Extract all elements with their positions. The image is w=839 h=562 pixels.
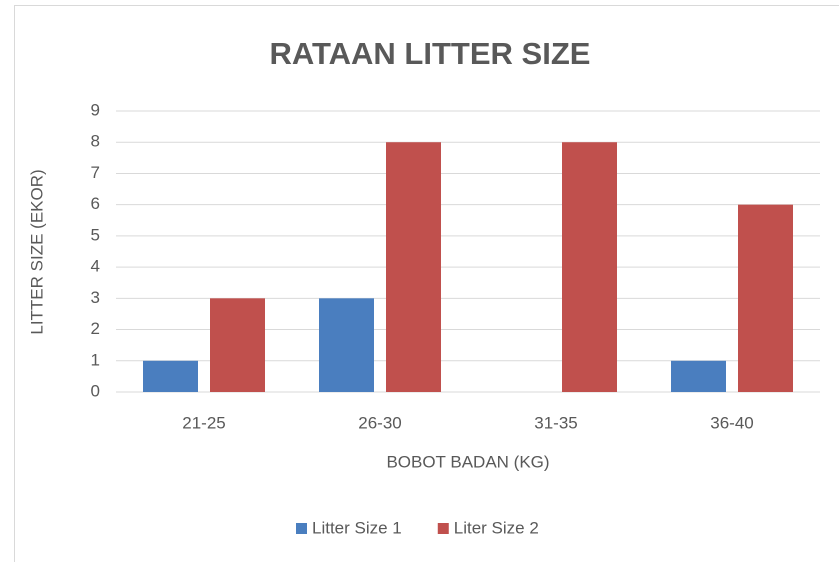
y-tick-label: 6 bbox=[91, 194, 100, 213]
y-axis-label: LITTER SIZE (EKOR) bbox=[27, 169, 46, 334]
legend-label: Litter Size 1 bbox=[312, 518, 402, 537]
y-tick-label: 0 bbox=[91, 381, 100, 400]
x-tick-label: 26-30 bbox=[358, 413, 401, 432]
bar bbox=[210, 298, 265, 392]
bar bbox=[562, 142, 617, 392]
y-tick-label: 4 bbox=[91, 257, 100, 276]
y-tick-label: 8 bbox=[91, 132, 100, 151]
x-tick-label: 31-35 bbox=[534, 413, 577, 432]
x-tick-label: 21-25 bbox=[182, 413, 225, 432]
y-tick-label: 1 bbox=[91, 350, 100, 369]
bar bbox=[738, 204, 793, 392]
x-tick-label: 36-40 bbox=[710, 413, 753, 432]
y-tick-label: 2 bbox=[91, 319, 100, 338]
bar bbox=[143, 360, 198, 392]
x-axis-label: BOBOT BADAN (KG) bbox=[386, 452, 549, 471]
y-tick-label: 9 bbox=[91, 100, 100, 119]
y-tick-label: 3 bbox=[91, 288, 100, 307]
y-tick-label: 5 bbox=[91, 225, 100, 244]
legend-label: Liter Size 2 bbox=[454, 518, 539, 537]
bar bbox=[671, 360, 726, 392]
legend-swatch bbox=[296, 523, 307, 534]
y-tick-label: 7 bbox=[91, 163, 100, 182]
bar bbox=[319, 298, 374, 392]
chart-title: RATAAN LITTER SIZE bbox=[270, 36, 591, 71]
legend-swatch bbox=[437, 523, 449, 534]
bar bbox=[386, 142, 441, 392]
